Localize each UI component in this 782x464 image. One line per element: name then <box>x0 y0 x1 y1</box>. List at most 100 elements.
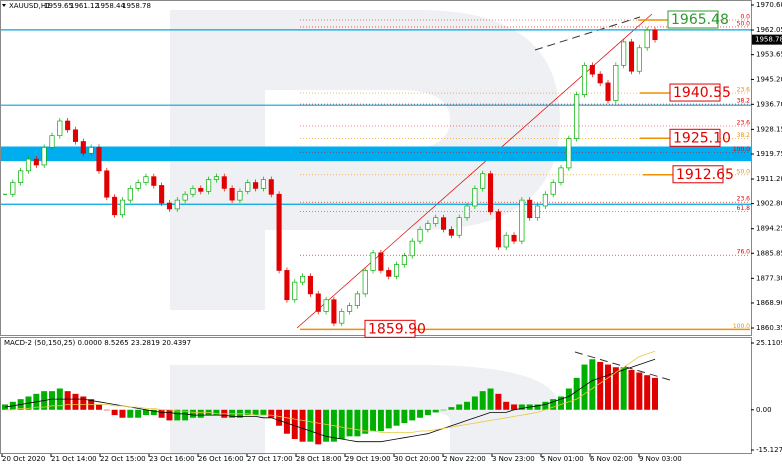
candle <box>190 188 196 195</box>
zone <box>1 146 751 162</box>
macd-bar <box>370 409 377 432</box>
macd-bar <box>518 404 525 410</box>
macd-bar <box>291 409 298 440</box>
macd-bar <box>2 404 8 410</box>
candle <box>354 293 360 306</box>
macd-bar <box>432 409 439 413</box>
macd-bar <box>307 409 314 442</box>
target-box <box>669 83 721 102</box>
macd-bar <box>417 409 424 418</box>
fibo-label: 50.0 <box>737 168 751 175</box>
macd-bar <box>213 409 220 416</box>
macd-bar <box>456 404 463 410</box>
candle <box>542 193 548 207</box>
x-tick-label: 6 Nov 02:00 <box>590 455 633 463</box>
fibo-label: 100.0 <box>733 323 750 330</box>
y-tick-label: 0.00 <box>756 406 772 414</box>
candle <box>276 193 282 271</box>
candle <box>221 176 227 189</box>
y-tick-label: 1928.15 <box>756 125 782 133</box>
candle <box>237 190 243 201</box>
macd-bar <box>338 409 345 440</box>
candle <box>119 199 126 216</box>
macd-bar <box>182 409 189 421</box>
candle <box>315 293 321 312</box>
macd-bar <box>95 404 102 410</box>
candle <box>41 147 47 166</box>
macd-bar <box>64 391 71 410</box>
macd-bar <box>150 409 157 416</box>
candle <box>581 65 588 95</box>
macd-bar <box>385 409 392 429</box>
candle <box>417 229 423 242</box>
macd-bar <box>276 409 283 426</box>
macd-bar <box>142 409 149 416</box>
macd-bar <box>377 409 384 432</box>
macd-bar <box>448 407 455 410</box>
x-tick-label: 29 Oct 19:00 <box>345 455 391 463</box>
macd-bar <box>315 409 322 445</box>
macd-bar <box>511 404 518 410</box>
candle <box>143 176 149 183</box>
macd-line <box>5 350 656 433</box>
candle <box>166 202 173 210</box>
candle <box>198 188 204 192</box>
ohlc-value: 1959.65 <box>44 2 73 10</box>
macd-bar <box>558 396 565 410</box>
candle <box>80 141 86 154</box>
macd-bar <box>354 409 361 437</box>
candle <box>57 120 63 137</box>
target-box <box>672 165 724 184</box>
target-label: 1965.48 <box>671 12 729 28</box>
macd-bar <box>401 409 408 424</box>
candle <box>151 176 157 186</box>
candle <box>613 65 619 101</box>
y-tick-label: 1953.65 <box>756 51 782 59</box>
macd-bar <box>189 409 196 418</box>
target-label: 1859.90 <box>368 321 426 337</box>
macd-title: MACD-2 (50,150,25) 0.0000 8.5265 23.2819… <box>4 339 191 347</box>
macd-bar <box>72 393 79 410</box>
macd-bar <box>283 409 290 434</box>
target-label: 1912.65 <box>676 167 734 183</box>
candle <box>652 29 658 40</box>
x-tick-label: 23 Oct 16:00 <box>149 455 195 463</box>
y-tick-label: 1902.80 <box>756 200 782 208</box>
candle <box>159 185 165 204</box>
macd-bar <box>620 367 627 410</box>
candle <box>323 299 329 312</box>
candle <box>206 179 212 192</box>
symbol: XAUUSD,H1 <box>9 2 51 10</box>
macd-bar <box>174 409 181 421</box>
macd-bar <box>127 409 134 418</box>
macd-bar <box>644 375 651 410</box>
target-box <box>364 319 416 338</box>
macd-bar <box>80 396 87 410</box>
macd-bar <box>597 361 604 410</box>
candle <box>401 255 407 265</box>
macd-bar <box>589 359 596 410</box>
target-box <box>667 10 719 29</box>
candle <box>487 173 494 213</box>
macd-bar <box>471 396 478 410</box>
macd-bar <box>323 409 330 442</box>
x-tick-label: 2 Nov 22:00 <box>443 455 486 463</box>
fibo-label: 38.2 <box>737 98 751 105</box>
candle <box>292 281 298 301</box>
target-label: 1925.10 <box>673 130 731 146</box>
candle <box>253 182 259 189</box>
candle <box>72 129 79 142</box>
y-tick-label: 1945.20 <box>756 75 782 83</box>
candle <box>636 47 642 72</box>
macd-bar <box>393 409 400 426</box>
y-tick-label: 1936.70 <box>756 100 782 108</box>
candle <box>464 205 470 219</box>
candle <box>174 199 180 210</box>
macd-bar <box>362 409 369 434</box>
candle <box>480 173 486 189</box>
candle <box>347 305 353 312</box>
ohlc-value: 1961.12 <box>70 2 99 10</box>
macd-bar <box>197 409 204 418</box>
y-tick-label: 1894.25 <box>756 225 782 233</box>
macd-bar <box>550 399 557 410</box>
